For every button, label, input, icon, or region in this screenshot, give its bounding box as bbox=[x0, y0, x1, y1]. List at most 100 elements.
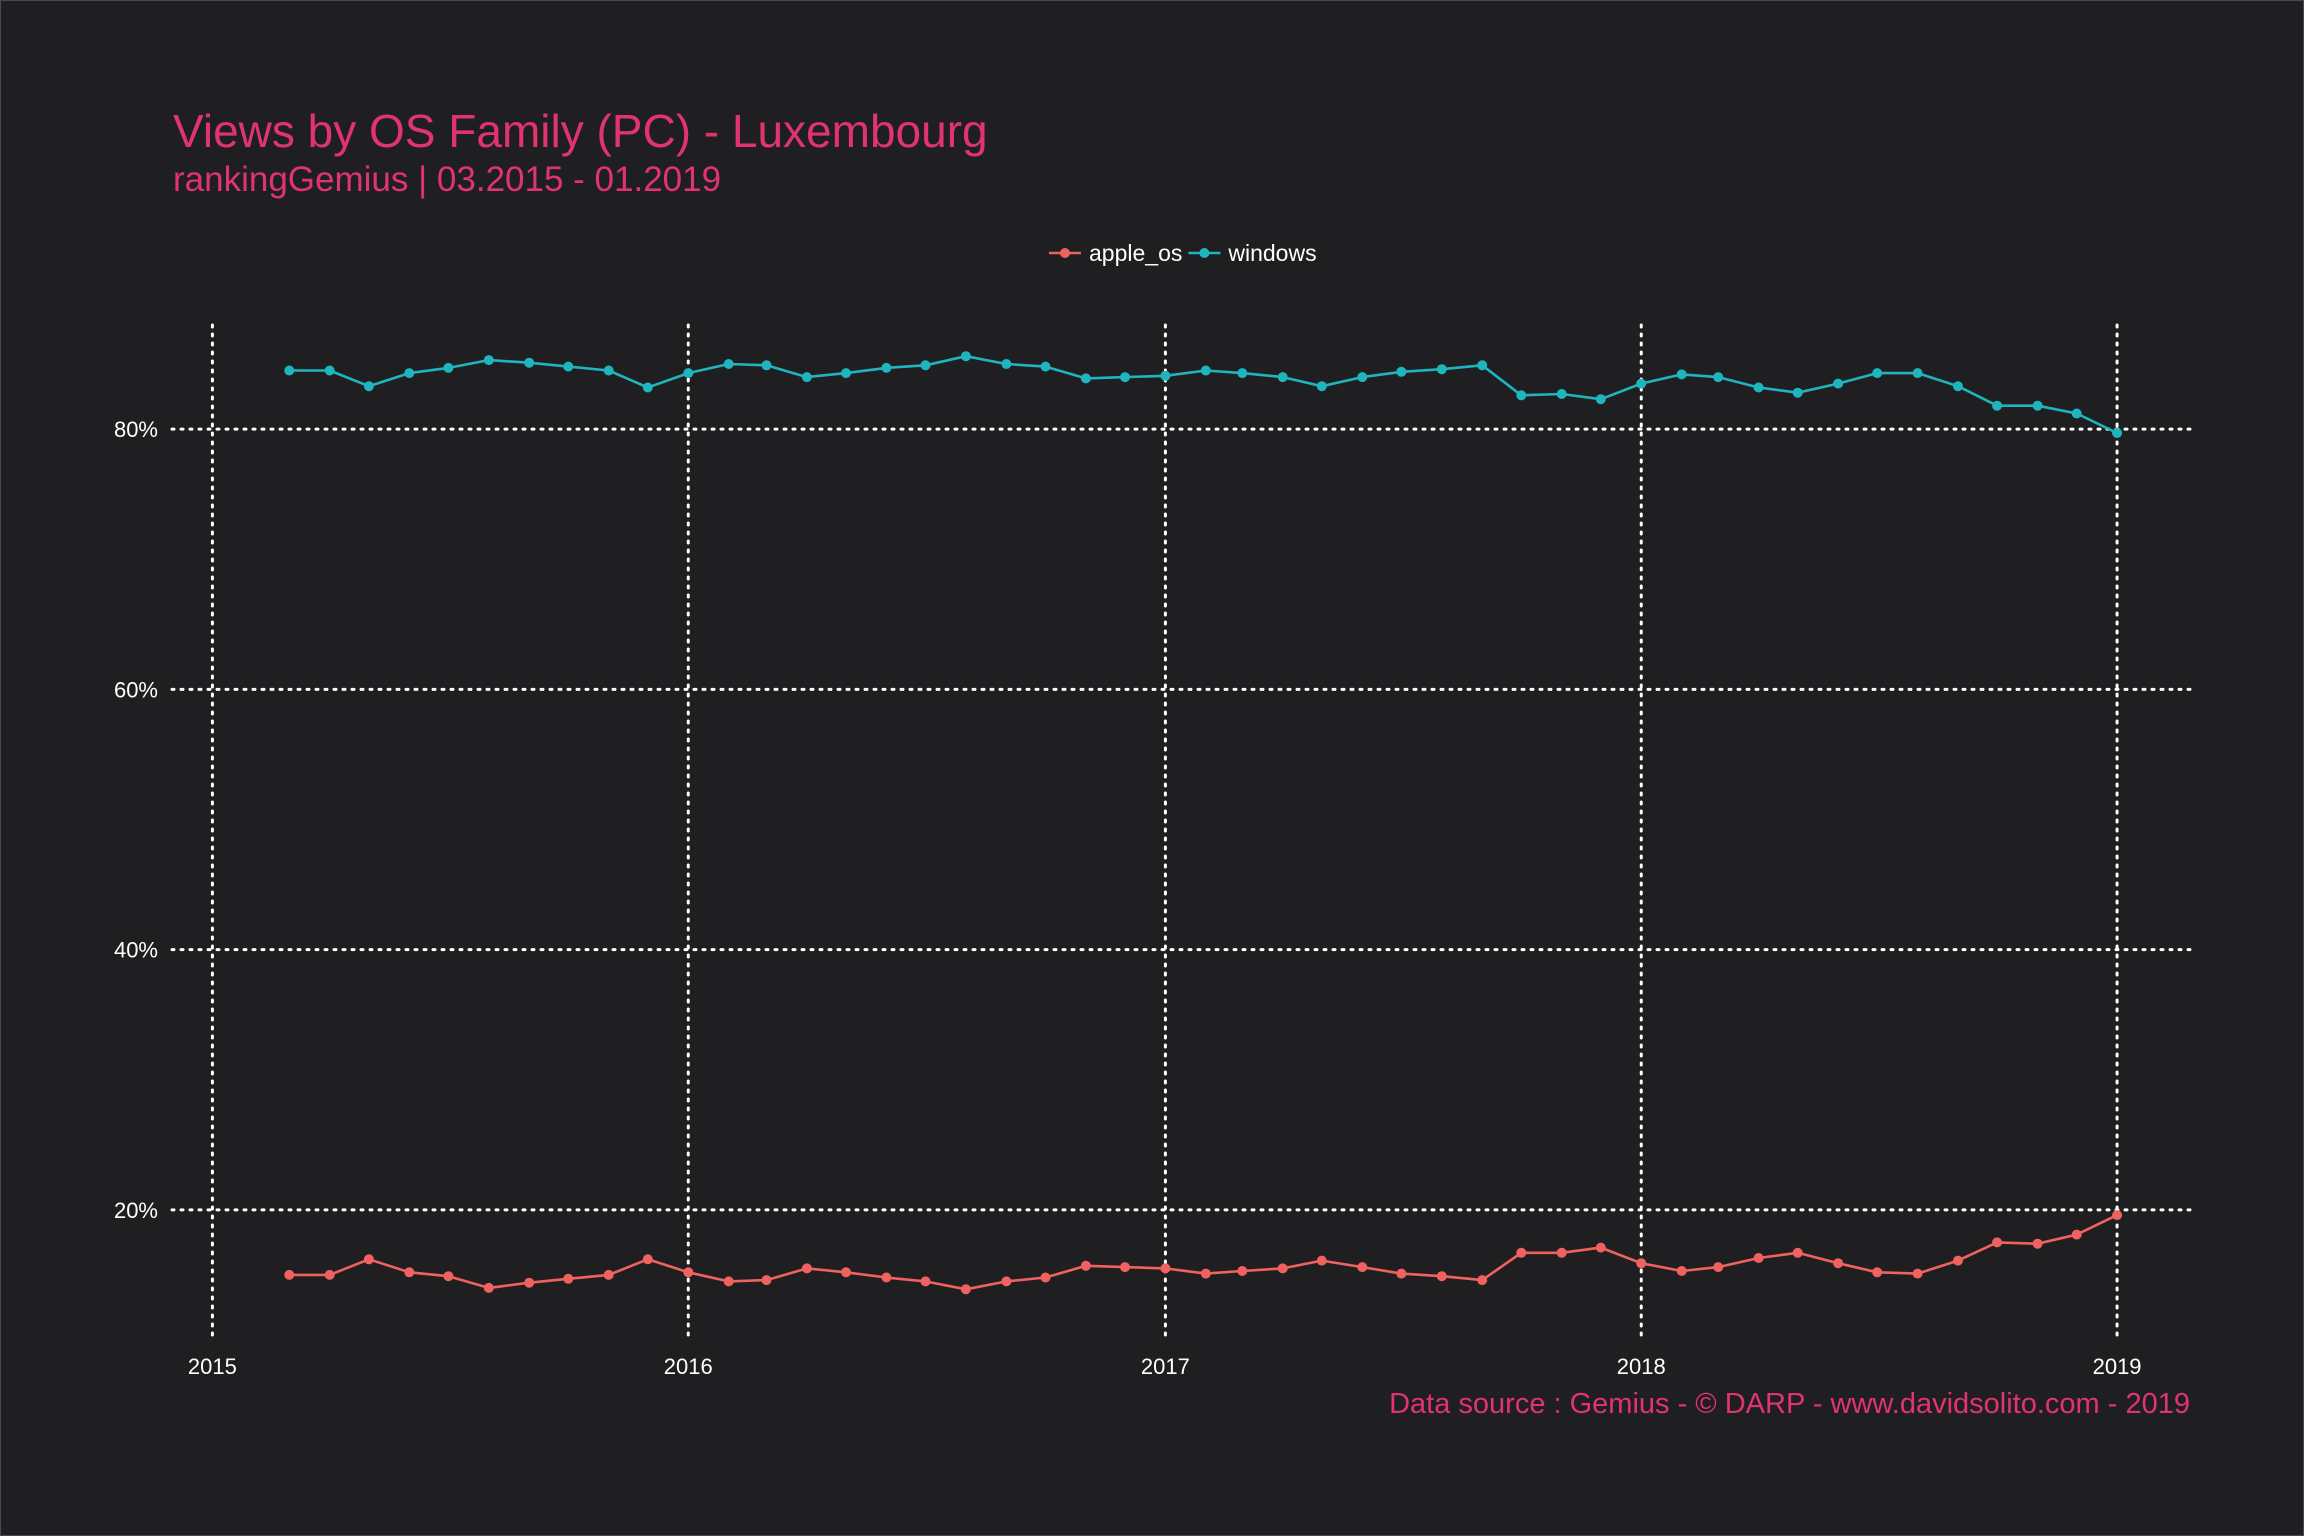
data-point-apple_os bbox=[563, 1273, 574, 1284]
data-point-apple_os bbox=[1636, 1258, 1647, 1269]
data-point-apple_os bbox=[1477, 1275, 1488, 1286]
data-point-apple_os bbox=[1001, 1276, 1012, 1287]
data-point-apple_os bbox=[683, 1267, 694, 1278]
data-point-apple_os bbox=[1992, 1237, 2003, 1248]
chart-caption: Data source : Gemius - © DARP - www.davi… bbox=[1389, 1388, 2190, 1420]
data-point-windows bbox=[1357, 372, 1368, 383]
data-point-windows bbox=[1120, 372, 1130, 383]
data-point-windows bbox=[841, 368, 851, 379]
data-point-windows bbox=[801, 372, 812, 383]
data-point-windows bbox=[920, 360, 931, 371]
data-point-apple_os bbox=[723, 1276, 734, 1287]
data-point-apple_os bbox=[761, 1275, 772, 1286]
data-point-apple_os bbox=[1833, 1258, 1844, 1269]
data-point-apple_os bbox=[2112, 1210, 2123, 1221]
series-lines bbox=[289, 354, 2118, 1291]
data-point-apple_os bbox=[483, 1282, 494, 1293]
data-point-apple_os bbox=[1953, 1255, 1963, 1266]
x-tick-label: 2015 bbox=[188, 1354, 237, 1379]
data-point-windows bbox=[1200, 365, 1211, 376]
data-point-apple_os bbox=[1516, 1247, 1527, 1258]
data-point-windows bbox=[1277, 372, 1288, 383]
data-point-apple_os bbox=[1120, 1262, 1130, 1273]
data-point-apple_os bbox=[1237, 1266, 1248, 1276]
data-point-windows bbox=[1001, 359, 1012, 369]
data-point-apple_os bbox=[1316, 1255, 1327, 1266]
data-point-windows bbox=[404, 368, 415, 379]
data-point-apple_os bbox=[363, 1254, 374, 1265]
data-point-apple_os bbox=[1556, 1247, 1567, 1258]
data-point-windows bbox=[1595, 394, 1606, 405]
data-point-apple_os bbox=[1396, 1268, 1407, 1279]
x-tick-label: 2019 bbox=[2093, 1354, 2142, 1379]
data-point-apple_os bbox=[1160, 1263, 1171, 1274]
data-point-apple_os bbox=[324, 1269, 335, 1280]
data-point-windows bbox=[1160, 370, 1171, 381]
data-point-windows bbox=[363, 381, 374, 392]
data-point-apple_os bbox=[801, 1263, 812, 1274]
data-point-apple_os bbox=[920, 1276, 931, 1287]
data-point-windows bbox=[284, 365, 295, 376]
data-point-windows bbox=[960, 351, 971, 362]
data-point-apple_os bbox=[881, 1272, 892, 1283]
data-point-apple_os bbox=[284, 1269, 295, 1280]
y-tick-label: 40% bbox=[114, 938, 158, 963]
data-point-apple_os bbox=[841, 1267, 851, 1278]
data-point-apple_os bbox=[1277, 1263, 1288, 1274]
data-point-windows bbox=[1436, 364, 1447, 375]
chart-title: Views by OS Family (PC) - Luxembourg bbox=[173, 105, 988, 157]
x-tick-label: 2018 bbox=[1617, 1354, 1666, 1379]
data-point-windows bbox=[1912, 368, 1923, 379]
data-point-apple_os bbox=[1912, 1268, 1923, 1279]
data-point-windows bbox=[1556, 389, 1567, 399]
data-point-windows bbox=[761, 360, 772, 371]
data-point-windows bbox=[1753, 382, 1764, 393]
y-axis-ticks: 20% 40% 60% 80% bbox=[114, 417, 158, 1223]
data-point-windows bbox=[723, 359, 734, 369]
data-point-apple_os bbox=[1080, 1260, 1091, 1271]
data-point-apple_os bbox=[1713, 1262, 1724, 1273]
data-point-apple_os bbox=[2032, 1238, 2043, 1249]
data-point-windows bbox=[524, 357, 535, 368]
data-point-windows bbox=[1992, 400, 2003, 411]
data-point-apple_os bbox=[404, 1267, 415, 1278]
data-point-windows bbox=[443, 362, 454, 373]
data-point-windows bbox=[1792, 387, 1803, 398]
data-point-windows bbox=[483, 355, 494, 366]
data-point-windows bbox=[1237, 368, 1248, 379]
data-point-windows bbox=[1477, 360, 1488, 371]
data-point-windows bbox=[642, 382, 653, 393]
data-point-apple_os bbox=[1040, 1272, 1051, 1283]
legend-label: windows bbox=[1227, 240, 1316, 266]
data-point-windows bbox=[1316, 381, 1327, 392]
y-tick-label: 60% bbox=[114, 677, 158, 702]
data-point-windows bbox=[2071, 408, 2082, 419]
legend-key-point bbox=[1060, 248, 1070, 258]
data-point-windows bbox=[1040, 361, 1051, 372]
legend: apple_os windows bbox=[1049, 240, 1317, 266]
data-point-apple_os bbox=[642, 1254, 653, 1265]
chart-subtitle: rankingGemius | 03.2015 - 01.2019 bbox=[173, 160, 722, 199]
data-point-windows bbox=[683, 368, 694, 379]
data-point-apple_os bbox=[1595, 1242, 1606, 1253]
data-point-apple_os bbox=[960, 1284, 971, 1295]
data-point-apple_os bbox=[1872, 1267, 1883, 1278]
data-point-windows bbox=[603, 365, 614, 376]
data-point-apple_os bbox=[443, 1271, 454, 1282]
data-point-windows bbox=[1872, 368, 1883, 379]
legend-item-apple_os: apple_os bbox=[1049, 240, 1182, 266]
data-point-windows bbox=[1396, 366, 1407, 377]
series-points bbox=[284, 351, 2123, 1295]
data-point-apple_os bbox=[2071, 1229, 2082, 1240]
x-tick-label: 2016 bbox=[664, 1354, 713, 1379]
grid-lines bbox=[170, 323, 2196, 1342]
data-point-windows bbox=[563, 361, 574, 372]
data-point-windows bbox=[1713, 372, 1724, 383]
data-point-windows bbox=[1516, 390, 1527, 401]
legend-key-point bbox=[1199, 248, 1210, 258]
data-point-windows bbox=[1636, 378, 1647, 389]
data-point-windows bbox=[881, 362, 892, 373]
data-point-windows bbox=[1833, 378, 1844, 389]
y-tick-label: 20% bbox=[114, 1198, 158, 1223]
